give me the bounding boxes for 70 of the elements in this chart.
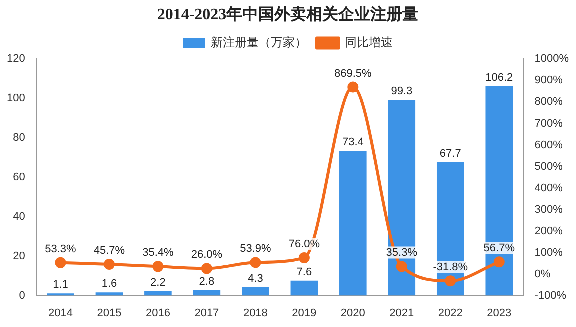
point — [445, 276, 456, 287]
y2-tick-label: 300% — [534, 204, 564, 216]
data-label: 76.0% — [288, 238, 320, 250]
point — [396, 261, 408, 272]
point — [104, 258, 115, 270]
y2-tick-label: 0% — [534, 268, 551, 280]
y2-tick-label: 400% — [534, 182, 564, 194]
data-label: 2.2 — [150, 276, 166, 289]
bar — [388, 100, 416, 296]
y-tick-label: 120 — [6, 53, 26, 66]
point — [348, 82, 359, 93]
bar — [340, 151, 367, 296]
x-tick-label: 2016 — [146, 307, 170, 320]
point — [298, 252, 310, 264]
legend-label: 同比增速 — [345, 36, 393, 50]
y2-tick-label: -100% — [534, 290, 567, 302]
data-label: 73.4 — [342, 136, 364, 149]
y2-tick-label: 900% — [534, 74, 564, 87]
data-label: 35.3% — [386, 247, 418, 260]
x-tick-label: 2017 — [194, 307, 220, 320]
y-tick-label: 20 — [13, 250, 26, 262]
data-label: 53.3% — [45, 243, 77, 256]
data-label: 26.0% — [191, 249, 223, 262]
y-tick-label: 60 — [13, 172, 26, 184]
x-tick-label: 2022 — [438, 307, 463, 320]
data-label: -31.8% — [433, 262, 468, 274]
data-label: 2.8 — [199, 276, 215, 288]
y2-tick-label: 500% — [534, 160, 564, 173]
data-label: 56.7% — [484, 242, 516, 255]
legend-label: 新注册量（万家） — [211, 36, 307, 50]
y2-tick-label: 600% — [534, 139, 564, 152]
x-tick-label: 2021 — [390, 307, 414, 320]
data-label: 869.5% — [334, 68, 372, 80]
y2-tick-label: 1000% — [534, 53, 570, 66]
x-tick-label: 2018 — [243, 307, 268, 320]
x-tick-label: 2019 — [292, 307, 317, 320]
data-label: 67.7 — [440, 148, 462, 160]
data-label: 35.4% — [142, 247, 174, 260]
bar — [96, 292, 124, 296]
point — [152, 261, 164, 272]
data-label: 53.9% — [240, 243, 272, 256]
y2-tick-label: 200% — [534, 225, 564, 238]
bar — [290, 280, 318, 296]
bar — [486, 86, 514, 296]
data-label: 45.7% — [94, 244, 126, 257]
data-label: 4.3 — [248, 272, 264, 285]
data-label: 106.2 — [486, 72, 514, 84]
point — [250, 257, 262, 268]
data-label: 1.1 — [53, 279, 68, 292]
y-tick-label: 0 — [19, 290, 26, 302]
bar — [144, 291, 172, 296]
point — [201, 263, 212, 274]
x-tick-label: 2023 — [487, 307, 512, 320]
y-tick-label: 80 — [13, 132, 26, 144]
y-tick-label: 40 — [13, 210, 26, 223]
bar — [242, 287, 270, 296]
y-tick-label: 100 — [6, 92, 26, 105]
chart-title: 2014-2023年中国外卖相关企业注册量 — [157, 6, 419, 24]
point — [494, 256, 505, 268]
y2-tick-label: 800% — [534, 96, 564, 108]
bar — [193, 290, 221, 296]
data-label: 1.6 — [102, 278, 118, 290]
y2-tick-label: 700% — [534, 118, 564, 130]
data-label: 99.3 — [391, 86, 413, 98]
x-tick-label: 2014 — [48, 307, 73, 320]
x-tick-label: 2015 — [97, 307, 122, 320]
x-tick-label: 2020 — [340, 307, 366, 320]
y2-tick-label: 100% — [534, 246, 564, 259]
point — [55, 257, 66, 268]
data-label: 7.6 — [296, 266, 312, 278]
